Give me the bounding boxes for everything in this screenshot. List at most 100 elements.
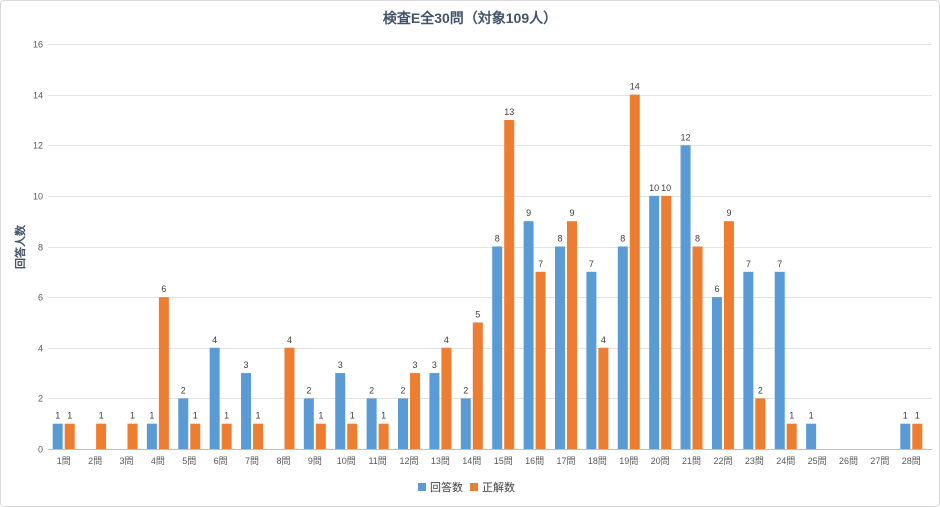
data-label-answers: 10 [649, 183, 659, 193]
x-tick-label: 20問 [651, 456, 670, 466]
data-label-answers: 2 [306, 385, 311, 395]
legend: 回答数 正解数 [418, 480, 515, 494]
bar-answers [900, 423, 911, 449]
x-tick-label: 19問 [619, 456, 638, 466]
y-tick-labels: 0 2 4 6 8 10 12 14 16 [33, 40, 43, 455]
bar-correct [127, 423, 138, 449]
legend-swatch-answers [418, 483, 426, 491]
bar-correct [253, 423, 264, 449]
x-tick-label: 1問 [57, 456, 71, 466]
x-tick-label: 24問 [776, 456, 795, 466]
bar-correct [786, 423, 797, 449]
y-tick-label: 10 [33, 192, 43, 202]
data-label-answers: 8 [495, 234, 500, 244]
x-tick-label: 5問 [182, 456, 196, 466]
x-tick-label: 13問 [431, 456, 450, 466]
data-label-answers: 2 [369, 385, 374, 395]
bar-correct [755, 398, 766, 449]
data-label-correct: 1 [381, 411, 386, 421]
bar-correct [661, 195, 672, 449]
y-tick-label: 8 [38, 243, 43, 253]
data-label-answers: 7 [589, 259, 594, 269]
data-label-answers: 7 [777, 259, 782, 269]
data-label-correct: 5 [475, 309, 480, 319]
x-tick-label: 26問 [839, 456, 858, 466]
bar-correct [912, 423, 923, 449]
data-label-correct: 4 [444, 335, 449, 345]
legend-item-answers: 回答数 [418, 480, 463, 494]
bar-answers [52, 423, 63, 449]
bar-answers [209, 347, 220, 449]
data-label-answers: 3 [244, 360, 249, 370]
y-tick-label: 6 [38, 293, 43, 303]
bar-correct [315, 423, 326, 449]
bar-correct [598, 347, 609, 449]
bar-answers [523, 221, 534, 449]
legend-swatch-correct [470, 483, 478, 491]
chart-title: 検査E全30問（対象109人） [383, 10, 557, 26]
bar-answers [398, 398, 409, 449]
data-label-answers: 8 [620, 234, 625, 244]
legend-item-correct: 正解数 [470, 480, 515, 494]
legend-label-correct: 正解数 [482, 480, 515, 494]
data-label-answers: 1 [55, 411, 60, 421]
bar-correct [158, 297, 169, 449]
gridlines [48, 44, 932, 450]
data-label-correct: 1 [224, 411, 229, 421]
data-label-correct: 3 [413, 360, 418, 370]
bar-answers [241, 373, 252, 449]
bar-answers [774, 271, 785, 449]
bar-answers [146, 423, 157, 449]
bar-answers [554, 246, 565, 449]
bars [52, 94, 923, 449]
data-label-correct: 1 [915, 411, 920, 421]
bar-answers [711, 297, 722, 449]
x-tick-label: 22問 [713, 456, 732, 466]
data-label-correct: 1 [318, 411, 323, 421]
bar-answers [743, 271, 754, 449]
data-label-correct: 1 [99, 411, 104, 421]
x-tick-label: 18問 [588, 456, 607, 466]
x-tick-label: 9問 [308, 456, 322, 466]
bar-correct [284, 347, 295, 449]
bar-correct [692, 246, 703, 449]
bar-answers [460, 398, 471, 449]
x-tick-label: 2問 [88, 456, 102, 466]
data-label-correct: 1 [789, 411, 794, 421]
bar-answers [335, 373, 346, 449]
bar-answers [492, 246, 503, 449]
x-tick-labels: 1問 2問 3問 4問 5問 6問 7問 8問 9問 10問 11問 12問 13問 14問 15問 16問 1… [57, 456, 921, 466]
bar-answers [429, 373, 440, 449]
x-tick-label: 6問 [214, 456, 228, 466]
bar-correct [629, 94, 640, 449]
x-tick-label: 8問 [276, 456, 290, 466]
y-axis-label: 回答人数 [13, 224, 27, 269]
data-label-answers: 4 [212, 335, 217, 345]
data-label-correct: 7 [538, 259, 543, 269]
data-label-answers: 3 [432, 360, 437, 370]
bar-correct [441, 347, 452, 449]
x-tick-label: 15問 [494, 456, 513, 466]
data-label-correct: 1 [130, 411, 135, 421]
bar-answers [617, 246, 628, 449]
bar-answers [586, 271, 597, 449]
x-tick-label: 4問 [151, 456, 165, 466]
x-tick-label: 16問 [525, 456, 544, 466]
x-tick-label: 25問 [808, 456, 827, 466]
data-label-answers: 1 [903, 411, 908, 421]
data-label-correct: 9 [569, 208, 574, 218]
data-label-answers: 2 [463, 385, 468, 395]
data-label-correct: 1 [67, 411, 72, 421]
x-tick-label: 11問 [368, 456, 386, 466]
bar-correct [535, 271, 546, 449]
data-label-answers: 2 [181, 385, 186, 395]
x-tick-label: 7問 [245, 456, 259, 466]
bar-answers [366, 398, 377, 449]
y-tick-label: 4 [38, 344, 43, 354]
bar-correct [221, 423, 232, 449]
x-tick-label: 12問 [400, 456, 419, 466]
bar-correct [410, 373, 421, 449]
data-label-answers: 7 [746, 259, 751, 269]
